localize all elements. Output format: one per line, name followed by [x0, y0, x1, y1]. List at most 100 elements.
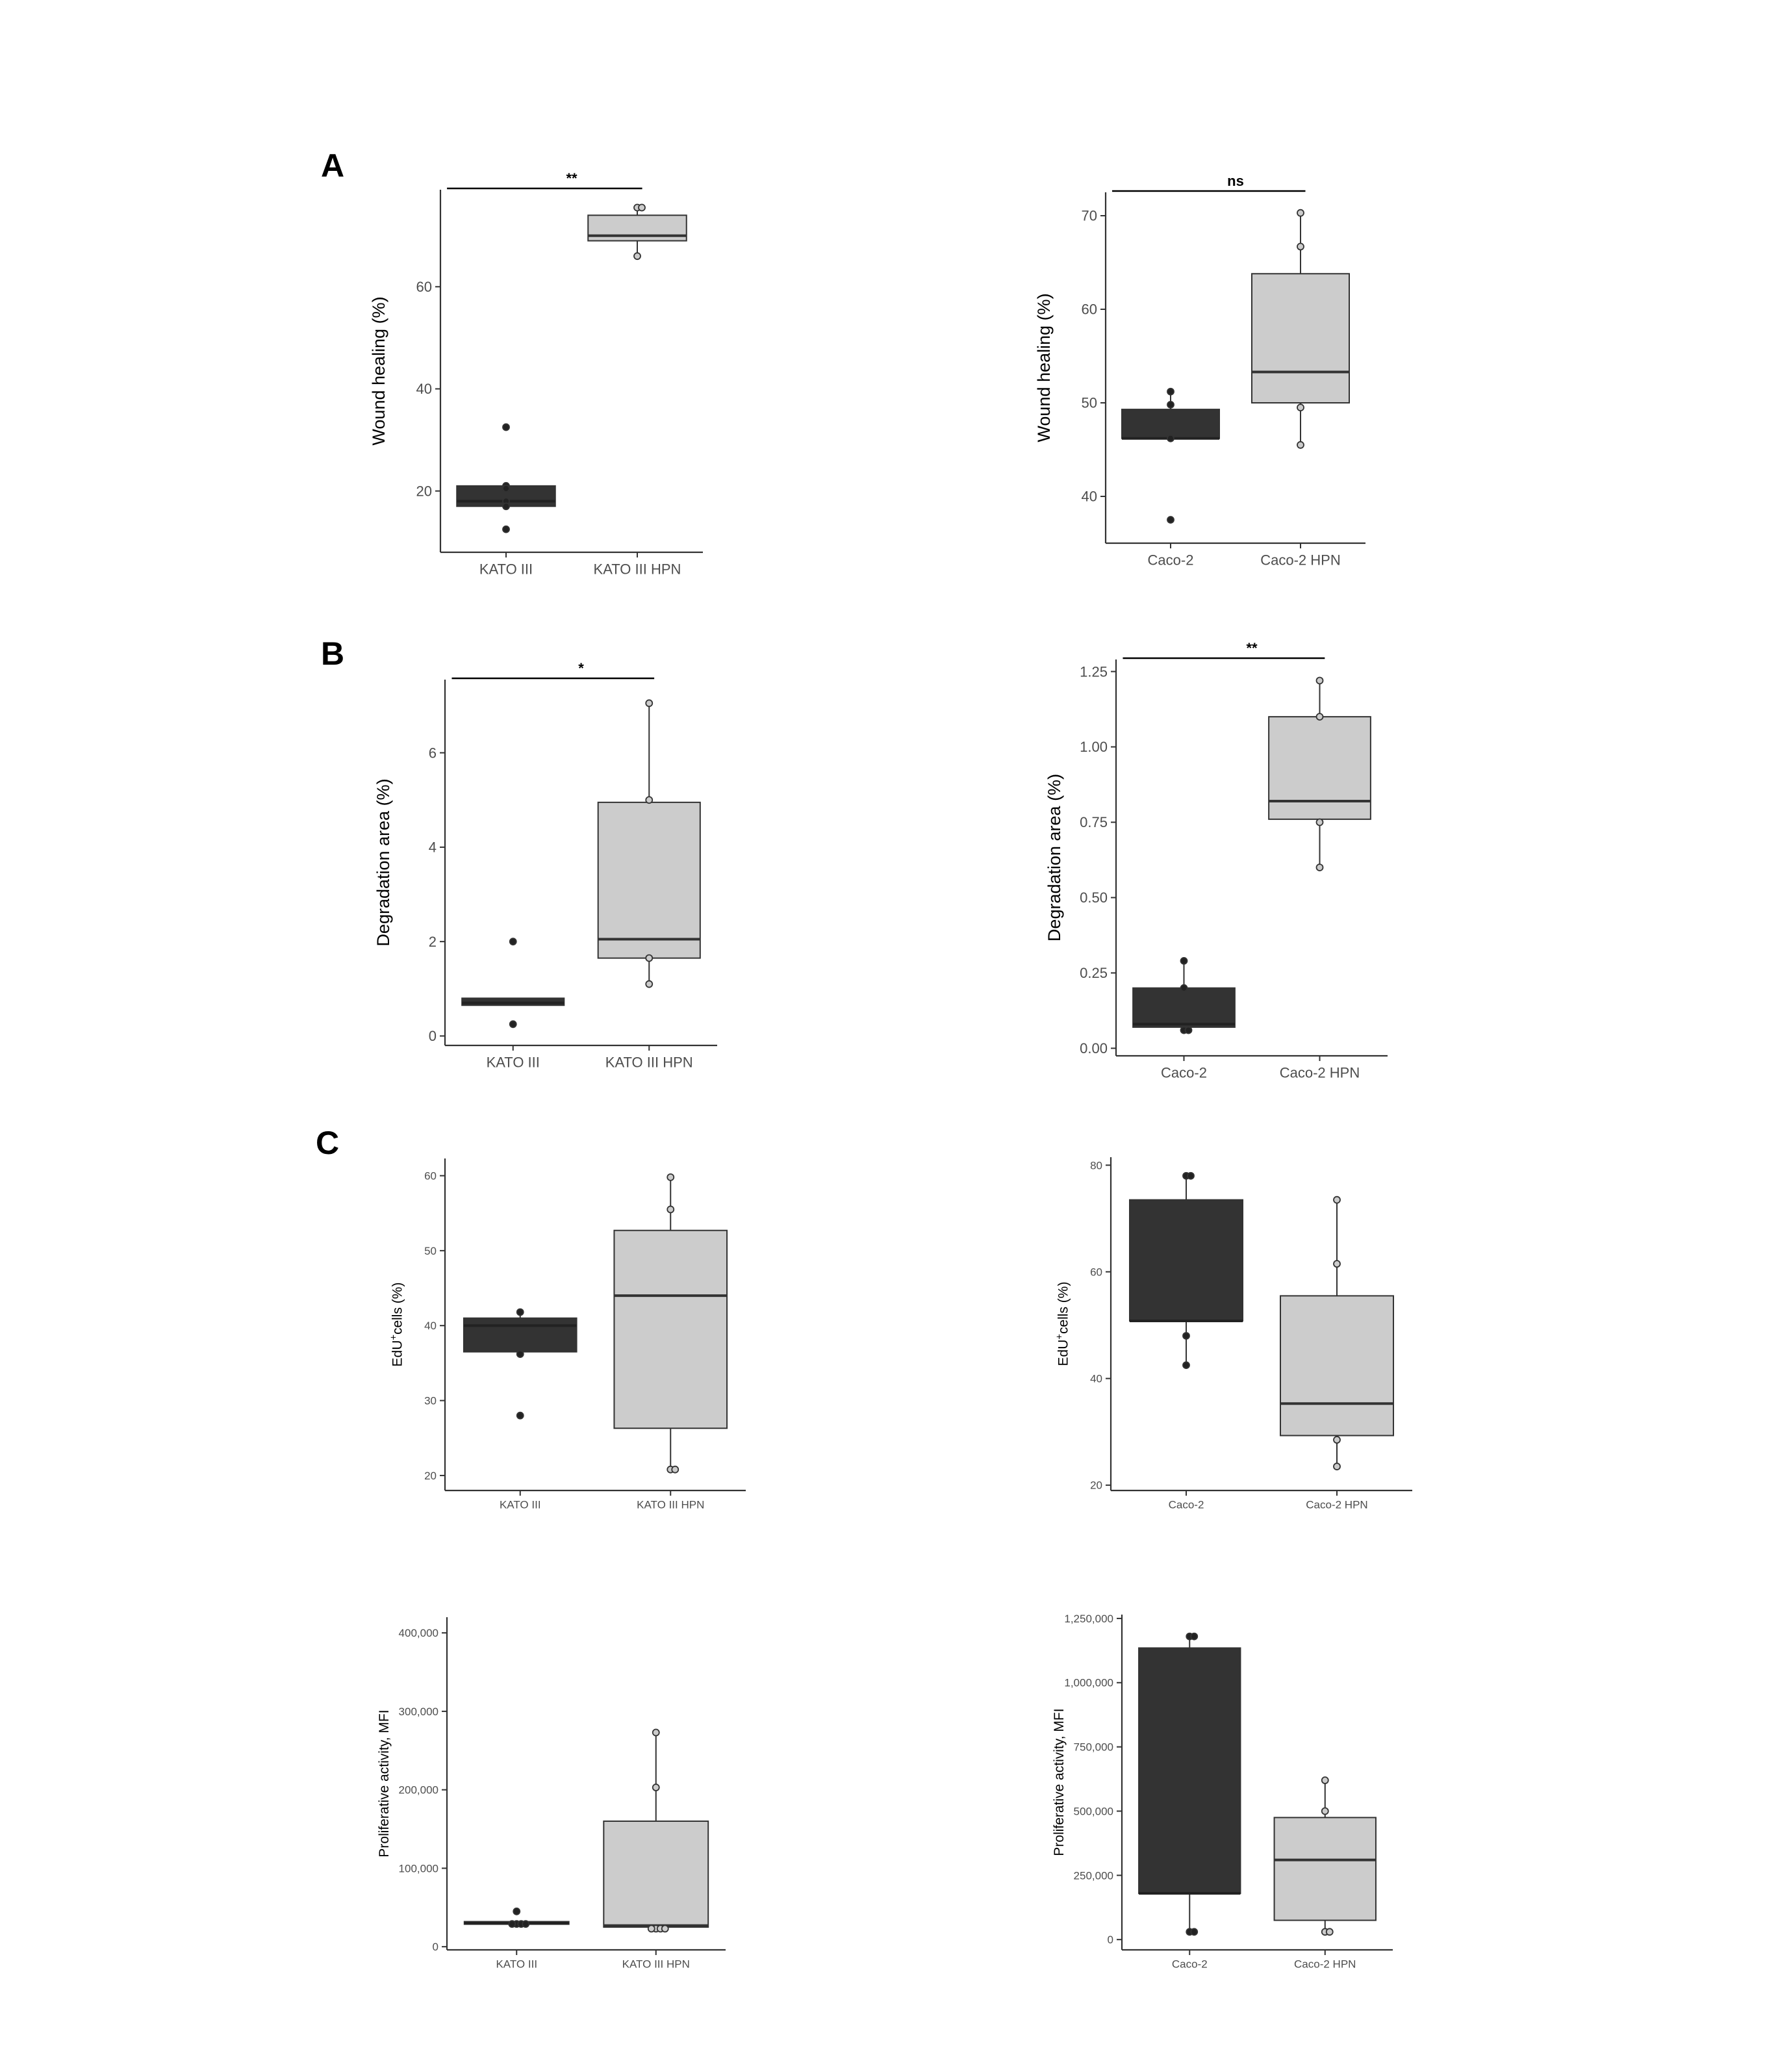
- data-point: [1167, 434, 1175, 442]
- data-point: [1315, 713, 1324, 721]
- y-axis-title-superscript: +: [388, 1335, 399, 1340]
- box-iqr: [603, 1820, 709, 1928]
- y-tick-label: 100,000: [399, 1862, 438, 1874]
- y-tick-label: 40: [1082, 489, 1097, 505]
- data-point: [1333, 1436, 1341, 1444]
- y-tick-label: 60: [1082, 301, 1097, 318]
- y-axis-title: Degradation area (%): [374, 778, 393, 946]
- y-tick-label: 0.25: [1080, 965, 1108, 981]
- y-tick-label: 1,250,000: [1064, 1613, 1113, 1625]
- y-tick-label: 40: [416, 381, 432, 397]
- y-axis-title-main: EdU: [1056, 1340, 1071, 1366]
- data-point: [638, 203, 646, 212]
- data-point: [645, 699, 654, 708]
- y-tick-label: 50: [424, 1245, 437, 1257]
- data-point: [1297, 209, 1304, 217]
- data-point: [1167, 400, 1175, 409]
- x-tick-label: Caco-2: [1169, 1499, 1204, 1511]
- data-point: [509, 938, 517, 946]
- data-point: [1325, 1928, 1334, 1936]
- x-tick-label: KATO III: [487, 1054, 540, 1070]
- y-tick-label: 0.00: [1080, 1040, 1108, 1056]
- x-tick-label: Caco-2 HPN: [1280, 1064, 1360, 1081]
- data-point: [509, 1020, 517, 1029]
- y-tick-label: 1.00: [1080, 739, 1108, 755]
- y-tick-label: 50: [1082, 395, 1097, 411]
- data-point: [645, 796, 654, 804]
- data-point: [508, 1920, 516, 1928]
- x-tick-label: KATO III: [479, 561, 533, 577]
- box-iqr: [597, 801, 701, 959]
- data-point: [661, 1925, 669, 1933]
- y-tick-label: 0: [433, 1941, 438, 1953]
- significance-label: *: [578, 660, 584, 676]
- y-tick-label: 20: [1090, 1479, 1102, 1492]
- y-axis-title-superscript: +: [1054, 1334, 1065, 1340]
- y-tick-label: 40: [1090, 1373, 1102, 1385]
- data-point: [1167, 387, 1175, 396]
- data-point: [667, 1173, 675, 1181]
- data-point: [502, 484, 510, 492]
- y-tick-label: 20: [424, 1470, 437, 1482]
- x-tick-label: KATO III HPN: [605, 1054, 693, 1070]
- data-point: [1321, 1776, 1329, 1784]
- x-tick-label: KATO III HPN: [622, 1958, 690, 1971]
- y-tick-label: 60: [424, 1170, 437, 1182]
- box-iqr: [1273, 1817, 1377, 1921]
- y-axis-title-main: EdU: [390, 1340, 405, 1367]
- x-tick-label: KATO III: [496, 1958, 537, 1971]
- panel-label-a: A: [321, 147, 345, 184]
- data-point: [513, 1907, 521, 1915]
- y-axis-title: Degradation area (%): [1045, 774, 1064, 941]
- y-tick-label: 80: [1090, 1159, 1102, 1171]
- y-axis-title-rest: cells (%): [1056, 1282, 1071, 1335]
- data-point: [502, 423, 510, 431]
- y-tick-label: 2: [429, 934, 437, 950]
- data-point: [1321, 1807, 1329, 1815]
- data-point: [1184, 1026, 1193, 1034]
- y-tick-label: 750,000: [1074, 1741, 1113, 1754]
- y-tick-label: 200,000: [399, 1784, 438, 1797]
- y-tick-label: 0: [429, 1028, 437, 1044]
- data-point: [667, 1205, 675, 1214]
- data-point: [1180, 984, 1188, 992]
- significance-label: **: [1246, 640, 1258, 656]
- x-tick-label: KATO III: [500, 1499, 541, 1511]
- y-axis-title: EdU+cells (%): [1054, 1282, 1071, 1366]
- data-point: [1180, 956, 1188, 965]
- y-tick-label: 400,000: [399, 1627, 438, 1639]
- data-point: [1182, 1361, 1190, 1370]
- y-tick-label: 20: [416, 483, 432, 499]
- data-point: [522, 1920, 530, 1928]
- data-point: [1187, 1171, 1195, 1180]
- y-tick-label: 0.50: [1080, 889, 1108, 906]
- data-point: [647, 1925, 655, 1933]
- box-iqr: [1280, 1295, 1394, 1437]
- significance-label: ns: [1227, 173, 1244, 189]
- y-tick-label: 60: [416, 279, 432, 295]
- x-tick-label: Caco-2: [1172, 1958, 1208, 1971]
- y-tick-label: 250,000: [1074, 1869, 1113, 1882]
- y-axis-title: Proliferative activity, MFI: [1052, 1708, 1067, 1856]
- data-point: [516, 1350, 524, 1358]
- y-tick-label: 60: [1090, 1266, 1102, 1278]
- y-axis-title: EdU+cells (%): [388, 1283, 405, 1367]
- panel-label-c: C: [316, 1125, 340, 1161]
- data-point: [516, 1308, 524, 1316]
- box-iqr: [1121, 409, 1220, 439]
- data-point: [1333, 1196, 1341, 1204]
- x-tick-label: Caco-2 HPN: [1260, 552, 1340, 568]
- data-point: [1315, 863, 1324, 871]
- y-axis-title: Proliferative activity, MFI: [377, 1709, 392, 1857]
- panel-label-b: B: [321, 635, 345, 672]
- x-tick-label: Caco-2: [1161, 1064, 1207, 1081]
- data-point: [1190, 1928, 1199, 1936]
- data-point: [502, 525, 510, 533]
- data-point: [1182, 1332, 1190, 1340]
